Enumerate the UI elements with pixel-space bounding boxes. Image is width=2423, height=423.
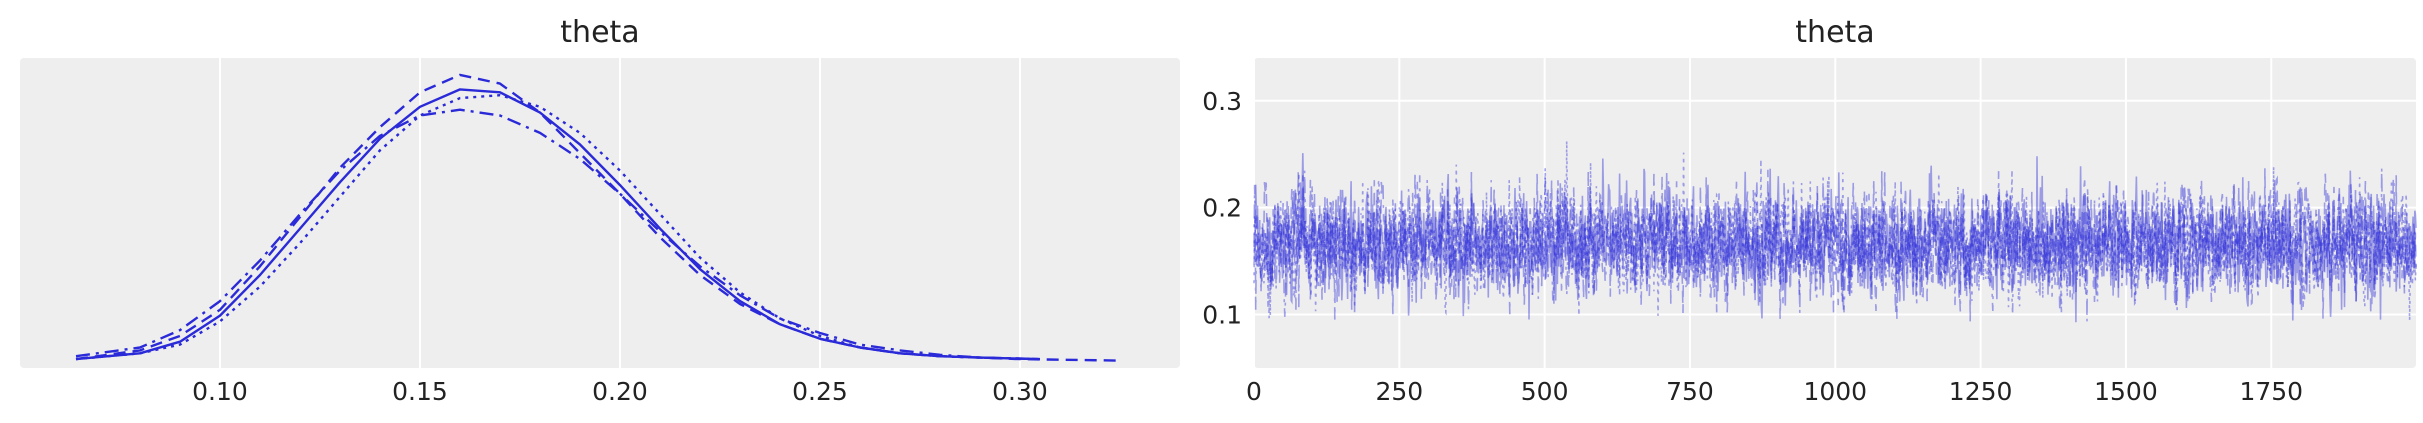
- trace-x-tick-label: 0: [1246, 377, 1262, 406]
- trace-y-tick-label: 0.2: [1202, 194, 1242, 223]
- kde-x-tick-labels: 0.10 0.15 0.20 0.25 0.30: [192, 377, 1048, 406]
- kde-x-tick-label: 0.25: [792, 377, 848, 406]
- kde-x-tick-label: 0.20: [592, 377, 648, 406]
- trace-x-tick-label: 750: [1666, 377, 1714, 406]
- kde-panel-title: theta: [560, 15, 639, 50]
- trace-chain-2-line: [1253, 168, 2417, 322]
- kde-chain-2-line: [75, 73, 1121, 362]
- trace-x-tick-label: 1250: [1949, 377, 2013, 406]
- kde-plot-area: [20, 58, 1180, 368]
- kde-curves: [75, 73, 1121, 362]
- trace-gridlines: [1253, 58, 2416, 368]
- kde-chain-3-line: [75, 94, 1041, 361]
- trace-chain-1-line: [1253, 153, 2417, 323]
- trace-x-tick-label: 1750: [2239, 377, 2303, 406]
- trace-panel-title: theta: [1795, 15, 1874, 50]
- kde-x-tick-label: 0.30: [992, 377, 1048, 406]
- trace-chains: [1253, 140, 2417, 323]
- trace-x-tick-label: 1000: [1803, 377, 1867, 406]
- kde-x-tick-label: 0.10: [192, 377, 248, 406]
- kde-x-tick-label: 0.15: [392, 377, 448, 406]
- trace-chain-4-line: [1253, 168, 2417, 322]
- trace-x-tick-label: 1500: [2094, 377, 2158, 406]
- kde-chain-4-line: [75, 108, 1041, 361]
- trace-x-tick-label: 500: [1521, 377, 1569, 406]
- trace-x-tick-labels: 0 250 500 750 1000 1250 1500 1750: [1246, 377, 2303, 406]
- trace-panel: 0 250 500 750 1000 1250 1500 1750 0.1 0.2 0.3 the…: [1202, 15, 2417, 406]
- trace-y-tick-label: 0.3: [1202, 87, 1242, 116]
- trace-x-tick-label: 250: [1375, 377, 1423, 406]
- kde-panel: 0.10 0.15 0.20 0.25 0.30 theta: [20, 15, 1180, 406]
- trace-y-tick-label: 0.1: [1202, 301, 1242, 330]
- trace-y-tick-labels: 0.1 0.2 0.3: [1202, 87, 1242, 330]
- trace-chain-3-line: [1253, 140, 2417, 321]
